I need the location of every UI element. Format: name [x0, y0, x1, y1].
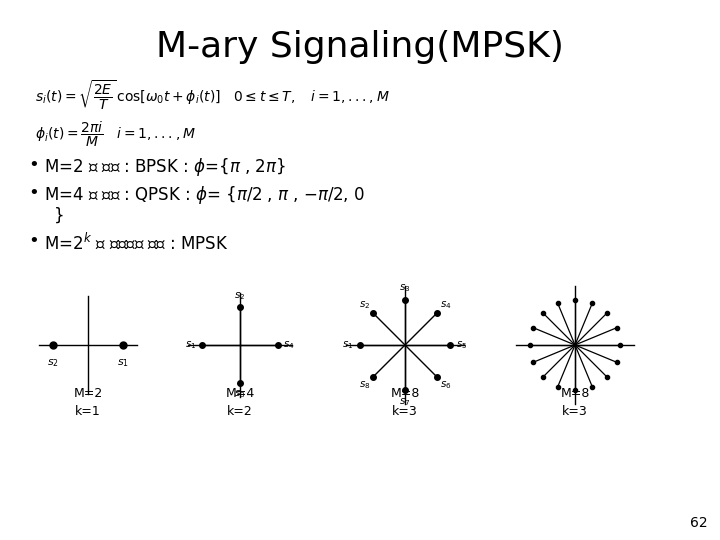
- Text: •: •: [28, 184, 39, 202]
- Text: M=4 일 경우 : QPSK : $\phi$= {$\pi/2$ , $\pi$ , $-\pi/2$, $0$: M=4 일 경우 : QPSK : $\phi$= {$\pi/2$ , $\p…: [44, 184, 365, 206]
- Text: $s_{5}$: $s_{5}$: [456, 339, 468, 351]
- Text: M=2
k=1: M=2 k=1: [73, 387, 103, 418]
- Text: M=8
k=3: M=8 k=3: [390, 387, 420, 418]
- Text: $\phi_i(t) = \dfrac{2\pi i}{M}$$\quad i = 1,...,M$: $\phi_i(t) = \dfrac{2\pi i}{M}$$\quad i …: [35, 120, 196, 150]
- Text: M=8
k=3: M=8 k=3: [560, 387, 590, 418]
- Text: $s_{6}$: $s_{6}$: [439, 380, 451, 391]
- Text: $s_{1}$: $s_{1}$: [342, 339, 354, 351]
- Text: M=4
k=2: M=4 k=2: [225, 387, 255, 418]
- Text: $s_{7}$: $s_{7}$: [400, 396, 410, 408]
- Text: •: •: [28, 232, 39, 250]
- Text: $s_i(t) = \sqrt{\dfrac{2E}{T}}\,\cos[\omega_0 t + \phi_i(t)]$$\quad 0 \leq t \le: $s_i(t) = \sqrt{\dfrac{2E}{T}}\,\cos[\om…: [35, 78, 390, 112]
- Text: }: }: [54, 207, 65, 225]
- Text: 62: 62: [690, 516, 708, 530]
- Text: M=2$^k$ 인 일반적인 경우 : MPSK: M=2$^k$ 인 일반적인 경우 : MPSK: [44, 232, 228, 253]
- Text: $s_{2}$: $s_{2}$: [359, 299, 370, 310]
- Text: $s_{2}$: $s_{2}$: [235, 290, 246, 302]
- Text: $s_{4}$: $s_{4}$: [439, 299, 451, 310]
- Text: $s_{4}$: $s_{4}$: [283, 339, 294, 351]
- Text: $s_{3}$: $s_{3}$: [400, 282, 410, 294]
- Text: M-ary Signaling(MPSK): M-ary Signaling(MPSK): [156, 30, 564, 64]
- Text: $s_2$: $s_2$: [47, 357, 59, 369]
- Text: $s_{8}$: $s_{8}$: [359, 380, 371, 391]
- Text: $s_{3}$: $s_{3}$: [234, 388, 246, 400]
- Text: M=2 일 경우 : BPSK : $\phi$={$\pi$ , $2\pi$}: M=2 일 경우 : BPSK : $\phi$={$\pi$ , $2\pi$…: [44, 156, 286, 178]
- Text: •: •: [28, 156, 39, 174]
- Text: $s_1$: $s_1$: [117, 357, 129, 369]
- Text: $s_{1}$: $s_{1}$: [185, 339, 197, 351]
